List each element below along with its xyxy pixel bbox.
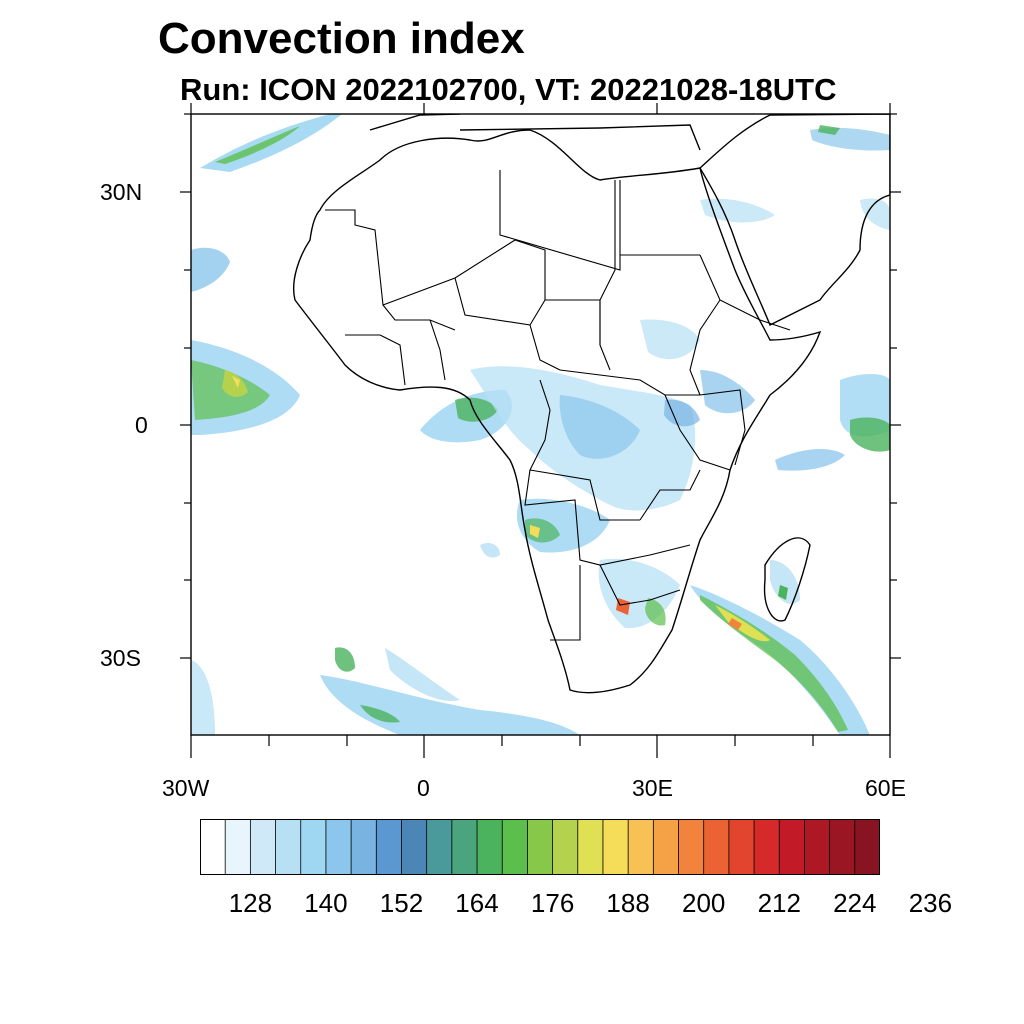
colorbar-swatch [804, 819, 831, 875]
colorbar-tick-label: 164 [455, 888, 499, 918]
colorbar-tick-label: 224 [833, 888, 877, 918]
colorbar-tick-label: 188 [606, 888, 650, 918]
colorbar-tick-label: 200 [681, 888, 726, 918]
colorbar-swatch [300, 819, 327, 875]
colorbar-swatch [501, 819, 529, 875]
colorbar-swatch [325, 819, 352, 875]
lon-label-60e: 60E [865, 775, 906, 801]
colorbar-swatch [451, 819, 478, 875]
lat-label-0: 0 [135, 412, 148, 438]
colorbar-swatch [678, 819, 705, 875]
colorbar-swatch [703, 819, 730, 875]
colorbar-swatch [224, 819, 252, 875]
colorbar [200, 819, 880, 875]
colorbar-tick-label: 140 [304, 888, 348, 918]
colorbar-swatch [401, 819, 428, 875]
colorbar-swatch [829, 819, 856, 875]
colorbar-swatch [854, 819, 880, 875]
colorbar-swatch [249, 819, 277, 875]
colorbar-swatch [350, 819, 378, 875]
chart-title: Convection index [158, 14, 525, 63]
colorbar-swatch [652, 819, 680, 875]
lon-label-30w: 30W [162, 775, 210, 801]
colorbar-swatch [602, 819, 629, 875]
colorbar-swatch [375, 819, 403, 875]
colorbar-tick-label: 236 [908, 888, 953, 918]
colorbar-swatch [577, 819, 604, 875]
colorbar-tick-label: 128 [228, 888, 273, 918]
colorbar-swatch [476, 819, 503, 875]
colorbar-swatch [426, 819, 453, 875]
lat-label-30s: 30S [100, 645, 141, 671]
colorbar-swatch [527, 819, 554, 875]
colorbar-tick-label: 152 [379, 888, 424, 918]
axis-ticks [180, 103, 901, 758]
lat-label-30n: 30N [100, 179, 143, 205]
colorbar-tick-label: 176 [530, 888, 575, 918]
lon-label-30e: 30E [632, 775, 673, 801]
colorbar-swatch [728, 819, 755, 875]
country-borders [325, 170, 791, 641]
convection-field [191, 114, 890, 735]
colorbar-swatch [753, 819, 780, 875]
colorbar-swatch [627, 819, 655, 875]
colorbar-swatch [778, 819, 806, 875]
colorbar-swatch [275, 819, 302, 875]
colorbar-tick-label: 212 [757, 888, 801, 918]
colorbar-swatch [552, 819, 579, 875]
chart-subtitle: Run: ICON 2022102700, VT: 20221028-18UTC [180, 72, 837, 107]
lon-label-0: 0 [417, 775, 430, 801]
colorbar-swatch [200, 819, 226, 875]
